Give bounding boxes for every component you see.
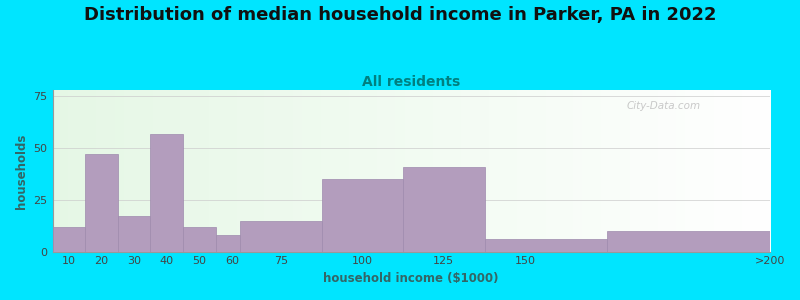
Bar [240,220,322,252]
Bar [215,235,240,252]
Title: All residents: All residents [362,75,460,89]
Bar [150,134,183,252]
X-axis label: household income ($1000): household income ($1000) [323,272,499,285]
Bar [485,239,606,252]
Bar [322,179,403,252]
Bar [403,167,485,252]
Bar [606,231,770,252]
Text: City-Data.com: City-Data.com [626,101,701,112]
Y-axis label: households: households [15,133,28,208]
Bar [183,227,215,252]
Bar [118,216,150,252]
Bar [53,227,85,252]
Bar [85,154,118,252]
Text: Distribution of median household income in Parker, PA in 2022: Distribution of median household income … [84,6,716,24]
